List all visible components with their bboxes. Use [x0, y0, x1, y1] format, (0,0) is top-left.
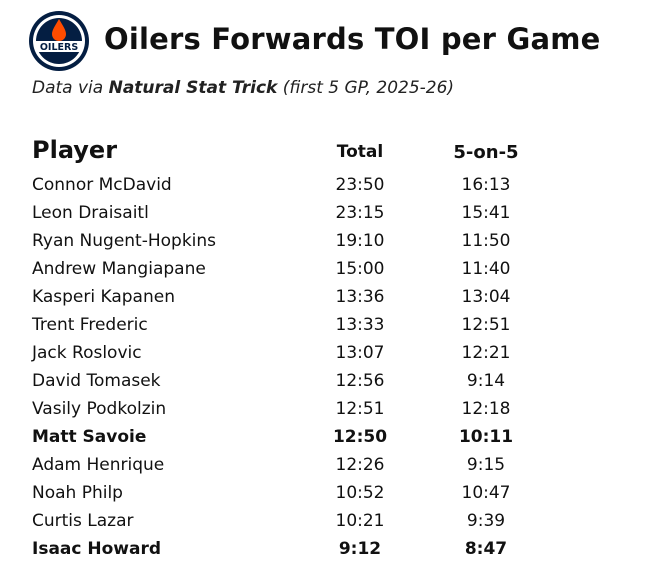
total-toi: 12:50: [332, 427, 388, 447]
player-name: Trent Frederic: [32, 315, 148, 335]
total-toi: 23:15: [335, 203, 385, 223]
table-row: Vasily Podkolzin 12:51 12:18: [32, 396, 632, 424]
player-name: Leon Draisaitl: [32, 203, 149, 223]
table-row: Trent Frederic 13:33 12:51: [32, 312, 632, 340]
five-on-five-toi: 11:50: [461, 231, 511, 251]
player-name: Isaac Howard: [32, 539, 162, 559]
subtitle-source: Natural Stat Trick: [108, 78, 278, 98]
five-on-five-toi: 8:47: [464, 539, 508, 559]
total-toi: 15:00: [335, 259, 385, 279]
total-toi: 13:36: [335, 287, 385, 307]
subtitle-prefix: Data via: [32, 78, 109, 98]
table-row: Jack Roslovic 13:07 12:21: [32, 340, 632, 368]
toi-table: Player Total 5-on-5 Connor McDavid 23:50 1…: [32, 134, 632, 564]
oilers-logo-icon: OILERS: [29, 11, 89, 71]
total-toi: 19:10: [335, 231, 385, 251]
table-row: Andrew Mangiapane 15:00 11:40: [32, 256, 632, 284]
five-on-five-toi: 11:40: [461, 259, 511, 279]
page-title: Oilers Forwards TOI per Game: [104, 22, 601, 56]
total-toi: 13:33: [335, 315, 385, 335]
five-on-five-toi: 15:41: [461, 203, 511, 223]
table-row: Kasperi Kapanen 13:36 13:04: [32, 284, 632, 312]
five-on-five-toi: 12:51: [461, 315, 511, 335]
total-toi: 23:50: [335, 175, 385, 195]
header-total: Total: [336, 142, 384, 162]
total-toi: 12:56: [335, 371, 385, 391]
five-on-five-toi: 10:11: [458, 427, 514, 447]
five-on-five-toi: 16:13: [461, 175, 511, 195]
table-row: Matt Savoie 12:50 10:11: [32, 424, 632, 452]
total-toi: 9:12: [338, 539, 382, 559]
total-toi: 10:21: [335, 511, 385, 531]
header-player: Player: [32, 136, 118, 164]
table-row: Adam Henrique 12:26 9:15: [32, 452, 632, 480]
player-name: Matt Savoie: [32, 427, 147, 447]
table-row: Ryan Nugent-Hopkins 19:10 11:50: [32, 228, 632, 256]
five-on-five-toi: 13:04: [461, 287, 511, 307]
five-on-five-toi: 9:14: [466, 371, 506, 391]
player-name: Vasily Podkolzin: [32, 399, 167, 419]
five-on-five-toi: 9:39: [466, 511, 506, 531]
total-toi: 13:07: [335, 343, 385, 363]
table-header: Player Total 5-on-5: [32, 134, 632, 172]
player-name: David Tomasek: [32, 371, 161, 391]
player-name: Kasperi Kapanen: [32, 287, 175, 307]
player-name: Curtis Lazar: [32, 511, 134, 531]
total-toi: 12:26: [335, 455, 385, 475]
player-name: Andrew Mangiapane: [32, 259, 206, 279]
five-on-five-toi: 12:18: [461, 399, 511, 419]
table-row: Connor McDavid 23:50 16:13: [32, 172, 632, 200]
five-on-five-toi: 12:21: [461, 343, 511, 363]
five-on-five-toi: 10:47: [461, 483, 511, 503]
table-row: Isaac Howard 9:12 8:47: [32, 536, 632, 564]
player-name: Noah Philp: [32, 483, 123, 503]
total-toi: 10:52: [335, 483, 385, 503]
table-body: Connor McDavid 23:50 16:13 Leon Draisaitl 23…: [32, 172, 632, 564]
logo-text: OILERS: [40, 42, 78, 53]
header: OILERS Oilers Forwards TOI per Game: [28, 10, 648, 72]
table-row: Leon Draisaitl 23:15 15:41: [32, 200, 632, 228]
player-name: Ryan Nugent-Hopkins: [32, 231, 217, 251]
subtitle: Data via Natural Stat Trick (first 5 GP,…: [32, 78, 454, 98]
table-row: Curtis Lazar 10:21 9:39: [32, 508, 632, 536]
table-row: Noah Philp 10:52 10:47: [32, 480, 632, 508]
table-row: David Tomasek 12:56 9:14: [32, 368, 632, 396]
player-name: Jack Roslovic: [32, 343, 142, 363]
player-name: Connor McDavid: [32, 175, 172, 195]
subtitle-suffix: (first 5 GP, 2025-26): [277, 78, 455, 98]
player-name: Adam Henrique: [32, 455, 165, 475]
header-five-on-five: 5-on-5: [453, 142, 519, 163]
five-on-five-toi: 9:15: [466, 455, 506, 475]
total-toi: 12:51: [335, 399, 385, 419]
